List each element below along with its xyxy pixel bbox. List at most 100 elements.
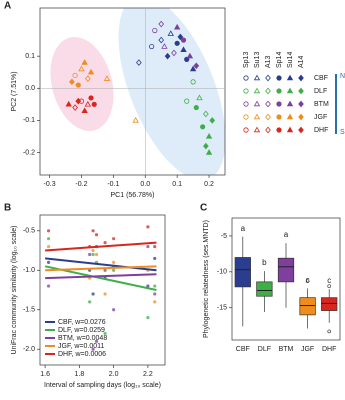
- point: [161, 43, 168, 49]
- outlier: [305, 279, 310, 283]
- legend-label: JGF: [314, 114, 327, 121]
- x-tick-label: DHF: [322, 346, 336, 353]
- point: [46, 244, 51, 249]
- y-tick-label: -2.0: [23, 346, 35, 353]
- y-tick-label: -0.5: [23, 228, 35, 235]
- point: [193, 104, 199, 111]
- point: [253, 100, 261, 107]
- point: [203, 142, 209, 150]
- point: [94, 252, 99, 257]
- significance-letter: b: [262, 258, 267, 267]
- legend-season: Sp14: [276, 52, 283, 68]
- point: [103, 241, 107, 245]
- point: [203, 110, 209, 118]
- box: [256, 281, 273, 297]
- significance-letter: a: [284, 230, 289, 239]
- point: [171, 49, 177, 57]
- legend-label: CBF: [314, 75, 328, 82]
- y-tick-label: -1.0: [23, 267, 35, 274]
- y-tick-label: -15: [217, 305, 227, 312]
- legend-label: DHF: [314, 127, 328, 134]
- y-tick-label: -0.1: [23, 117, 35, 124]
- fit-line: [45, 265, 157, 272]
- point: [153, 300, 157, 304]
- point: [81, 107, 88, 113]
- y-tick-label: 0.0: [25, 85, 35, 92]
- y-tick-label: -1.5: [23, 307, 35, 314]
- point: [103, 331, 107, 336]
- point: [298, 100, 304, 108]
- x-tick-label: -0.2: [75, 181, 87, 188]
- panel-label: C: [200, 203, 207, 214]
- point: [174, 40, 180, 46]
- point: [72, 104, 78, 111]
- y-tick-label: 0.1: [25, 53, 35, 60]
- point: [243, 75, 249, 81]
- legend-north: N: [340, 73, 345, 80]
- point: [65, 100, 72, 107]
- point: [46, 237, 51, 241]
- point: [276, 114, 282, 120]
- point: [85, 75, 91, 82]
- point: [180, 46, 187, 52]
- legend-label: BTM, w=0.0048: [58, 335, 107, 342]
- group-ellipses: [50, 8, 225, 175]
- y-tick-label: -0.2: [23, 149, 35, 156]
- x-tick-label: 1.8: [75, 371, 85, 378]
- box: [234, 257, 251, 288]
- point: [103, 292, 107, 296]
- point: [167, 30, 174, 36]
- legend-label: JGF, w=0.0011: [58, 343, 104, 350]
- point: [84, 100, 92, 107]
- point: [158, 36, 165, 44]
- point: [173, 23, 181, 30]
- point: [243, 88, 249, 94]
- x-tick-label: DLF: [258, 346, 271, 353]
- legend-label: CBF, w=0.0276: [58, 319, 106, 326]
- y-axis-label: UniFrac community similarity (log₁₀ scal…: [11, 226, 18, 355]
- point: [69, 78, 75, 86]
- point: [75, 97, 82, 105]
- legend-label: DLF, w=0.0259: [58, 327, 105, 334]
- ellipse-south: [50, 36, 114, 132]
- significance-letter: a: [241, 224, 246, 233]
- x-axis-label: PC1 (56.78%): [111, 192, 155, 199]
- point: [177, 33, 184, 41]
- point: [46, 284, 51, 288]
- legend-season: Sp13: [243, 52, 250, 68]
- point: [265, 113, 271, 121]
- point: [81, 59, 88, 65]
- point: [200, 124, 206, 130]
- point: [91, 229, 95, 233]
- x-tick-label: 1.6: [40, 371, 50, 378]
- point: [158, 20, 165, 28]
- panel-label: B: [4, 203, 11, 214]
- x-axis-label: Interval of sampling days (log₁₀ scale): [44, 382, 161, 389]
- box: [277, 257, 295, 283]
- point: [193, 62, 200, 70]
- point: [243, 101, 249, 107]
- y-axis-label: PC2 (7.51%): [11, 71, 18, 111]
- plot-frame: [39, 214, 166, 366]
- point: [103, 75, 111, 81]
- point: [276, 127, 282, 133]
- legend-label: DLF: [314, 88, 327, 95]
- panel-label: A: [4, 1, 11, 12]
- point: [209, 117, 216, 124]
- point: [78, 65, 85, 72]
- x-tick-label: 0.2: [204, 181, 214, 188]
- point: [186, 52, 194, 59]
- point: [298, 126, 304, 134]
- point: [276, 101, 282, 107]
- point: [153, 292, 157, 296]
- point: [298, 113, 304, 121]
- x-tick-label: 2.0: [109, 371, 119, 378]
- point: [265, 87, 271, 95]
- point: [153, 284, 157, 288]
- point: [91, 347, 95, 351]
- x-tick-label: 2.2: [143, 371, 153, 378]
- point: [189, 65, 197, 72]
- point: [112, 268, 116, 272]
- point: [286, 113, 294, 120]
